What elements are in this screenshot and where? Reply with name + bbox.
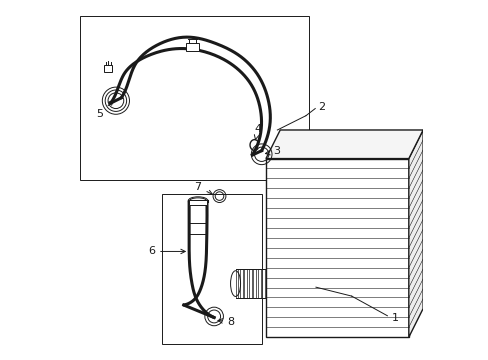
Text: 2: 2 bbox=[317, 102, 325, 112]
Polygon shape bbox=[408, 130, 422, 337]
Text: 8: 8 bbox=[218, 317, 234, 327]
Bar bbox=[248, 269, 251, 298]
Text: 4: 4 bbox=[254, 124, 261, 140]
Bar bbox=[188, 200, 207, 205]
Bar bbox=[262, 269, 264, 298]
Bar bbox=[186, 43, 199, 51]
Text: 7: 7 bbox=[194, 182, 212, 194]
Bar bbox=[265, 158, 408, 337]
Bar bbox=[257, 269, 260, 298]
Bar bbox=[244, 269, 247, 298]
Bar bbox=[240, 269, 243, 298]
Bar bbox=[253, 269, 256, 298]
Text: 1: 1 bbox=[391, 312, 398, 323]
Text: 5: 5 bbox=[96, 100, 113, 119]
Text: 6: 6 bbox=[148, 247, 185, 256]
Polygon shape bbox=[265, 130, 422, 158]
Bar bbox=[103, 65, 112, 72]
Bar bbox=[235, 269, 238, 298]
Bar bbox=[162, 194, 262, 344]
Bar bbox=[80, 16, 308, 180]
Text: 3: 3 bbox=[265, 147, 280, 157]
